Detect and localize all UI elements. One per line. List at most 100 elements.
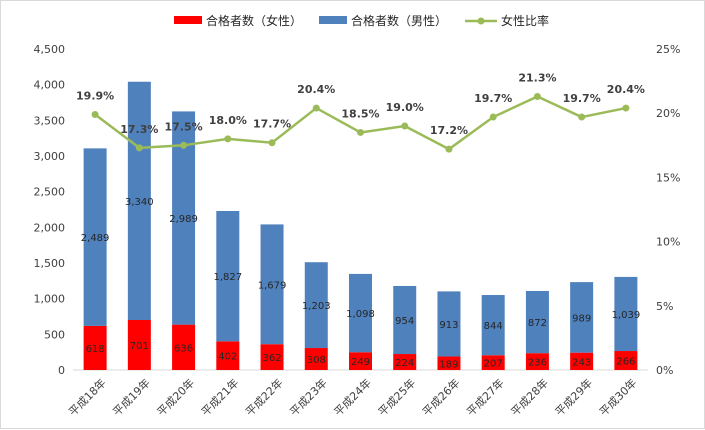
- legend-swatch-male: [319, 16, 347, 24]
- x-tick-label: 平成25年: [375, 376, 418, 419]
- bar-female-label: 243: [572, 357, 591, 368]
- ratio-point: [135, 144, 143, 152]
- y2-tick-label: 25%: [656, 43, 680, 56]
- bar-female: [614, 351, 638, 370]
- ratio-point: [268, 139, 276, 147]
- ratio-point: [312, 104, 320, 112]
- bar-female: [172, 324, 196, 370]
- legend-swatch-female: [174, 16, 202, 24]
- bar-female-label: 224: [395, 358, 414, 369]
- legend-label-male: 合格者数（男性）: [351, 13, 447, 28]
- x-tick-label: 平成27年: [464, 376, 507, 419]
- x-tick-label: 平成29年: [552, 376, 595, 419]
- x-tick-label: 平成28年: [508, 376, 551, 419]
- ratio-point: [91, 110, 99, 118]
- x-tick-label: 平成18年: [66, 376, 109, 419]
- bar-male-label: 1,203: [302, 301, 331, 312]
- x-tick-label: 平成26年: [419, 376, 462, 419]
- y-tick-label: 1,500: [34, 257, 66, 270]
- bar-male-label: 913: [439, 320, 458, 331]
- x-tick-label: 平成24年: [331, 376, 374, 419]
- bar-female: [437, 356, 461, 370]
- ratio-label: 19.7%: [474, 92, 512, 105]
- ratio-label: 19.7%: [563, 92, 601, 105]
- y-tick-label: 500: [44, 328, 65, 341]
- y2-tick-label: 15%: [656, 171, 680, 184]
- y-tick-label: 2,500: [34, 186, 66, 199]
- ratio-label: 18.0%: [209, 114, 247, 127]
- ratio-point: [533, 93, 541, 101]
- ratio-label: 17.2%: [430, 124, 468, 137]
- ratio-label: 19.0%: [386, 101, 424, 114]
- ratio-point: [180, 141, 188, 149]
- y-tick-label: 4,500: [34, 43, 66, 56]
- bar-male: [481, 295, 505, 356]
- bar-male: [393, 285, 417, 355]
- y-tick-label: 2,000: [34, 221, 66, 234]
- bar-female: [83, 325, 107, 370]
- ratio-label: 17.7%: [253, 118, 291, 131]
- bar-male-label: 1,039: [612, 310, 641, 321]
- bar-male-label: 872: [528, 318, 547, 329]
- bar-male-label: 3,340: [125, 197, 154, 208]
- bar-female-label: 701: [130, 341, 149, 352]
- y2-tick-label: 10%: [656, 236, 680, 249]
- ratio-label: 21.3%: [518, 72, 556, 85]
- y2-tick-label: 0%: [656, 364, 673, 377]
- bar-female: [127, 319, 151, 370]
- bar-female: [349, 352, 372, 370]
- bar-female: [260, 344, 284, 370]
- bar-female: [481, 355, 505, 370]
- bar-male: [83, 148, 107, 326]
- x-tick-label: 平成23年: [287, 376, 330, 419]
- bar-female: [570, 352, 594, 370]
- y-tick-label: 3,500: [34, 114, 66, 127]
- ratio-point: [622, 104, 630, 112]
- bar-male: [349, 273, 372, 353]
- bar-male-label: 1,827: [213, 272, 242, 283]
- bar-female-label: 266: [616, 357, 635, 368]
- ratio-point: [401, 122, 409, 130]
- bar-male-label: 1,098: [346, 309, 375, 320]
- bar-female: [393, 354, 417, 370]
- x-tick-label: 平成19年: [110, 376, 153, 419]
- bar-male-label: 2,489: [81, 233, 110, 244]
- ratio-point: [489, 113, 497, 121]
- bar-male-label: 844: [484, 321, 503, 332]
- ratio-label: 18.5%: [341, 107, 379, 120]
- y-tick-label: 4,000: [34, 79, 66, 92]
- legend-label-female: 合格者数（女性）: [206, 13, 302, 28]
- bar-female-label: 308: [307, 355, 326, 366]
- bar-male: [614, 276, 638, 352]
- legend-label-ratio: 女性比率: [501, 13, 549, 28]
- x-tick-label: 平成22年: [242, 376, 285, 419]
- ratio-label: 17.5%: [164, 120, 202, 133]
- bar-female-label: 402: [218, 352, 237, 363]
- bar-female: [304, 348, 328, 370]
- ratio-label: 20.4%: [297, 83, 335, 96]
- bar-male-label: 2,989: [169, 214, 198, 225]
- bar-male: [216, 210, 240, 342]
- bar-female-label: 636: [174, 343, 193, 354]
- x-tick-label: 平成20年: [154, 376, 197, 419]
- bar-male: [304, 262, 328, 349]
- bar-male-label: 954: [395, 316, 414, 327]
- x-tick-label: 平成30年: [596, 376, 639, 419]
- bar-male: [525, 290, 549, 354]
- y-tick-label: 3,000: [34, 150, 66, 163]
- bar-female-label: 249: [351, 357, 370, 368]
- bar-male-label: 989: [572, 313, 591, 324]
- bar-male: [260, 224, 284, 345]
- bar-female: [525, 353, 549, 370]
- ratio-point: [445, 145, 453, 153]
- ratio-label: 17.3%: [120, 123, 158, 136]
- legend-marker-ratio: [477, 17, 485, 25]
- y-tick-label: 1,000: [34, 293, 66, 306]
- ratio-point: [357, 128, 364, 136]
- bar-female-label: 618: [86, 344, 105, 355]
- bar-male: [437, 291, 461, 357]
- bar-male: [172, 111, 196, 325]
- bar-male: [570, 282, 594, 353]
